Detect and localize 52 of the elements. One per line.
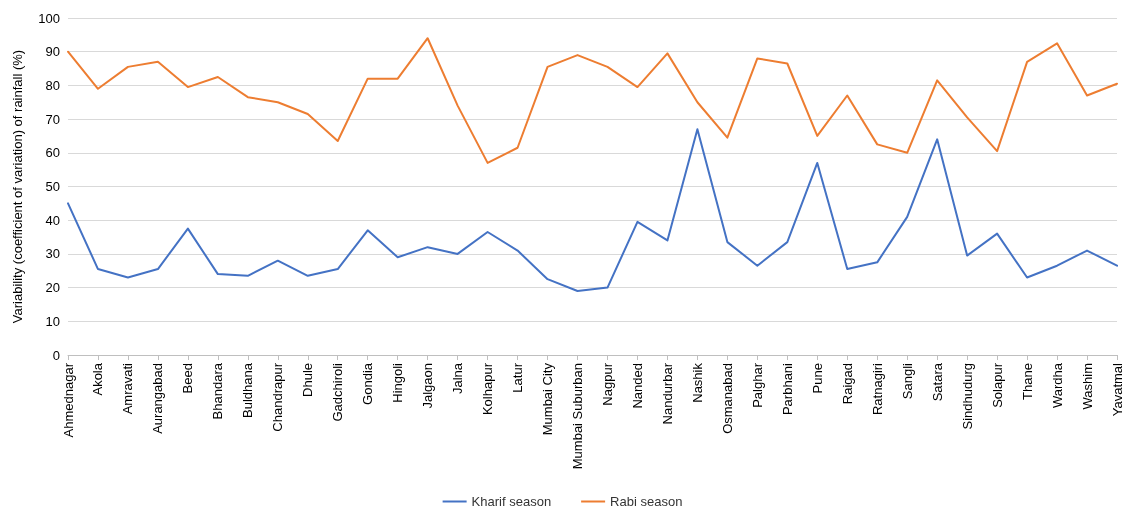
x-tick-label: Jalna [450, 362, 466, 395]
x-tick-label: Akola [90, 362, 106, 396]
x-tick-label: Jalgaon [420, 363, 436, 409]
x-tick-label: Pune [809, 363, 825, 394]
x-tick-label: Palghar [749, 362, 765, 408]
legend-label: Kharif season [471, 494, 552, 509]
x-tick-label: Sindhudurg [959, 363, 975, 430]
x-tick-label: Satara [929, 362, 945, 402]
x-tick-label: Beed [180, 363, 196, 394]
x-tick-label: Aurangabad [150, 363, 166, 434]
y-tick-label: 90 [45, 44, 60, 60]
line-series [67, 128, 1118, 292]
x-tick-label: Ahmednagar [60, 362, 76, 438]
x-tick-label: Chandrapur [270, 362, 286, 432]
y-tick-label: 50 [45, 179, 60, 194]
x-tick-label: Nandurbar [659, 362, 675, 425]
x-tick-label: Osmanabad [719, 363, 735, 434]
y-tick-label: 80 [45, 77, 60, 93]
x-tick-label: Nagpur [599, 362, 615, 406]
x-tick-label: Kolhapur [480, 362, 496, 416]
x-tick-label: Washim [1079, 363, 1095, 410]
x-tick-label: Buldhana [240, 362, 256, 418]
y-tick-label: 60 [45, 145, 60, 161]
x-tick-label: Nashik [689, 362, 705, 403]
x-tick-label: Latur [510, 362, 526, 393]
x-tick-label: Raigad [839, 363, 855, 405]
x-tick-label: Ratnagiri [869, 362, 885, 416]
x-tick-label: Hingoli [390, 362, 406, 403]
x-tick-label: Thane [1019, 363, 1035, 400]
x-tick-label: Sangli [899, 362, 915, 400]
x-tick-label: Gadchiroli [330, 362, 346, 422]
y-tick-label: 40 [45, 212, 60, 228]
x-tick-label: Parbhani [779, 362, 795, 416]
x-tick-label: Amravati [120, 362, 136, 415]
y-tick-label: 70 [45, 111, 60, 127]
x-tick-label: Wardha [1049, 362, 1065, 409]
x-tick-label: Gondia [360, 362, 376, 405]
y-tick-label: 0 [52, 347, 60, 363]
y-tick-label: 30 [45, 246, 60, 262]
x-tick-label: Mumbai City [540, 362, 556, 436]
y-tick-label: 20 [45, 280, 60, 296]
x-tick-label: Bhandara [210, 362, 226, 420]
legend-label: Rabi season [610, 494, 683, 509]
x-tick-label: Mumbai Suburban [570, 363, 586, 470]
y-tick-label: 10 [45, 313, 60, 329]
x-tick-label: Solapur [989, 362, 1005, 408]
y-axis-title: Variability (coefficient of variation) of rainfall (%) [10, 49, 25, 324]
line-series [67, 37, 1118, 164]
x-tick-label: Dhule [300, 363, 316, 397]
y-tick-label: 100 [38, 10, 60, 26]
x-tick-label: Nanded [629, 363, 645, 409]
x-tick-label: Yavatmal [1109, 362, 1125, 417]
